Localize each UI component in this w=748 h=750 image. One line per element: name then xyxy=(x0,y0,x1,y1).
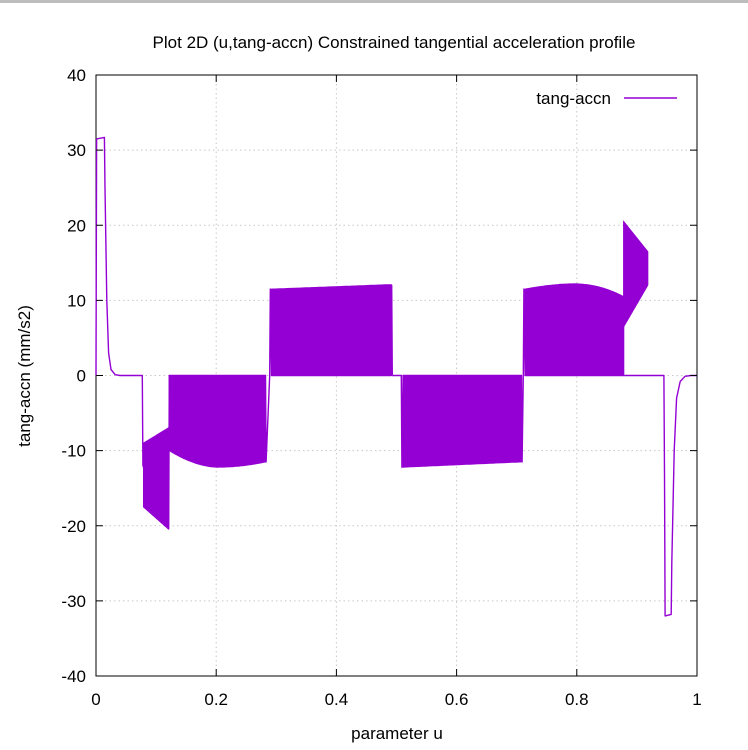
y-tick-label: -40 xyxy=(61,667,86,686)
window-top-rule xyxy=(0,0,748,3)
y-axis-label: tang-accn (mm/s2) xyxy=(15,305,34,447)
x-axis-label: parameter u xyxy=(351,724,443,743)
y-tick-label: 30 xyxy=(67,141,86,160)
y-tick-label: -30 xyxy=(61,592,86,611)
y-tick-label: -10 xyxy=(61,442,86,461)
y-tick-label: 40 xyxy=(67,66,86,85)
y-tick-label: -20 xyxy=(61,517,86,536)
x-tick-label: 0 xyxy=(91,690,100,709)
x-tick-label: 0.6 xyxy=(445,690,469,709)
chart-title: Plot 2D (u,tang-accn) Constrained tangen… xyxy=(153,33,636,52)
y-tick-label: 0 xyxy=(77,367,86,386)
x-tick-label: 0.4 xyxy=(325,690,349,709)
x-tick-label: 1 xyxy=(692,690,701,709)
x-tick-label: 0.8 xyxy=(565,690,589,709)
legend: tang-accn xyxy=(536,89,677,108)
data-layer xyxy=(95,136,697,617)
legend-label: tang-accn xyxy=(536,89,611,108)
tick-layer: 0 0.2 0.4 0.6 0.8 1 -40 -30 -20 -10 0 10 20 30 40 xyxy=(61,66,701,709)
y-tick-label: 20 xyxy=(67,216,86,235)
y-tick-label: 10 xyxy=(67,291,86,310)
series-line-tang-accn xyxy=(95,136,697,617)
x-tick-label: 0.2 xyxy=(204,690,228,709)
